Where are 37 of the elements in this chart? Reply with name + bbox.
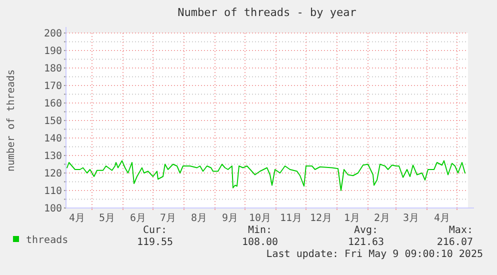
text: Last update: Fri May 9 09:00:10 2025 (266, 249, 483, 260)
x-tick-label: 6月 (130, 213, 146, 224)
legend-label: threads (26, 235, 68, 246)
text: 119.55 (136, 237, 174, 248)
text: Max: (448, 225, 473, 236)
chart-title: Number of threads - by year (178, 6, 357, 19)
x-tick-label: 11月 (280, 213, 302, 224)
x-tick-label: 2月 (374, 213, 390, 224)
y-tick-label: 160 (44, 98, 62, 110)
y-tick-label: 200 (44, 28, 62, 40)
line-series (66, 160, 466, 191)
y-tick-label: 100 (44, 204, 62, 214)
text: Min: (248, 225, 272, 236)
x-tick-label: 12月 (310, 213, 332, 224)
text: Avg: (354, 225, 378, 236)
x-tick-label: 3月 (402, 213, 420, 224)
y-tick-label: 170 (44, 81, 62, 92)
x-tick-label: 10月 (248, 213, 272, 224)
x-tick-label: 5月 (98, 213, 116, 224)
x-tick-label: 4月 (434, 213, 450, 224)
y-tick-label: 190 (44, 46, 62, 57)
text: 108.00 (242, 237, 278, 248)
y-tick-label: 180 (44, 64, 62, 74)
y-axis-title: number of threads (6, 69, 17, 172)
x-tick-label: 8月 (190, 213, 208, 224)
y-tick-label: 150 (44, 116, 62, 127)
text: 121.63 (348, 237, 384, 248)
x-tick-label: 4月 (68, 213, 86, 224)
y-tick-label: 140 (44, 134, 62, 144)
text: 216.07 (436, 237, 473, 248)
y-tick-label: 110 (44, 186, 62, 197)
text: Cur: (142, 225, 168, 236)
x-tick-label: 1月 (344, 213, 360, 224)
x-tick-label: 9月 (222, 213, 238, 224)
y-tick-label: 130 (44, 151, 62, 162)
y-tick-label: 120 (44, 168, 62, 180)
x-tick-label: 7月 (160, 213, 176, 224)
